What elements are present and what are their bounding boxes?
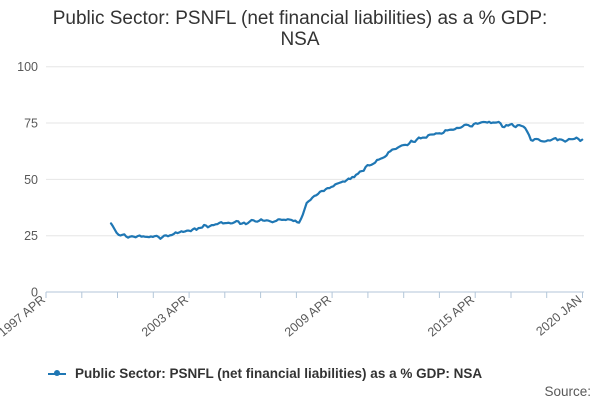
svg-text:2009 APR: 2009 APR: [282, 293, 334, 340]
svg-text:2020 JAN: 2020 JAN: [533, 293, 584, 339]
svg-text:2003 APR: 2003 APR: [139, 293, 191, 340]
svg-text:2015 APR: 2015 APR: [425, 293, 477, 340]
svg-text:100: 100: [17, 60, 38, 74]
svg-text:75: 75: [24, 117, 38, 131]
svg-text:1997 APR: 1997 APR: [0, 293, 48, 340]
svg-text:50: 50: [24, 173, 38, 187]
svg-text:25: 25: [24, 229, 38, 243]
